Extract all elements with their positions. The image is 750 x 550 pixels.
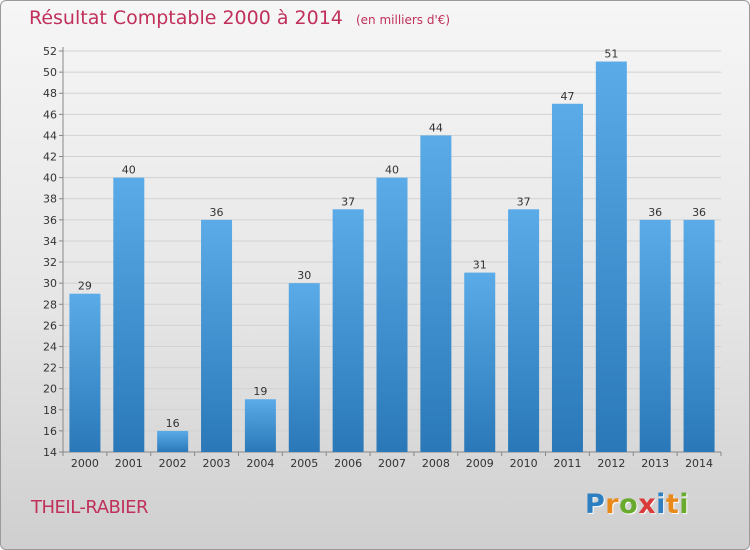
- x-tick-label: 2014: [685, 457, 713, 470]
- bar-2003: [201, 219, 233, 452]
- bar-2000: [69, 293, 101, 452]
- bars: [69, 61, 715, 453]
- x-tick-label: 2010: [510, 457, 538, 470]
- y-tick-label: 44: [43, 129, 57, 142]
- x-tick-label: 2007: [378, 457, 406, 470]
- x-tick-label: 2009: [466, 457, 494, 470]
- bar-2005: [288, 283, 320, 452]
- x-tick-label: 2000: [71, 457, 99, 470]
- y-tick-label: 14: [43, 446, 57, 459]
- bar-2007: [376, 177, 408, 452]
- value-label: 30: [297, 269, 311, 282]
- y-tick-label: 52: [43, 45, 57, 58]
- value-label: 29: [78, 280, 92, 293]
- value-label: 40: [385, 164, 399, 177]
- x-tick-label: 2013: [641, 457, 669, 470]
- value-label: 19: [253, 385, 267, 398]
- y-tick-label: 38: [43, 193, 57, 206]
- labels: 14 16 18 20 22 24 26 28 30 32 34 36 38 40 42 44 46 48 50 52…: [43, 45, 713, 470]
- logo-letter: P: [585, 489, 606, 520]
- value-label: 36: [692, 206, 706, 219]
- y-tick-label: 40: [43, 172, 57, 185]
- x-tick-label: 2006: [334, 457, 362, 470]
- y-tick-label: 48: [43, 87, 57, 100]
- bar-2004: [244, 399, 276, 452]
- logo-letter: t: [665, 489, 680, 520]
- logo-letter: i: [656, 489, 666, 520]
- location-label: THEIL-RABIER: [31, 497, 149, 518]
- y-tick-label: 22: [43, 362, 57, 375]
- value-label: 16: [166, 417, 180, 430]
- chart-title-text: Résultat Comptable 2000 à 2014: [29, 7, 343, 29]
- value-label: 40: [122, 164, 136, 177]
- bar-2002: [157, 430, 189, 452]
- logo-letter: x: [638, 489, 657, 520]
- y-tick-label: 36: [43, 214, 57, 227]
- x-tick-label: 2001: [115, 457, 143, 470]
- bar-2011: [551, 103, 583, 453]
- x-tick-label: 2008: [422, 457, 450, 470]
- y-tick-label: 46: [43, 108, 57, 121]
- x-tick-label: 2011: [553, 457, 581, 470]
- bar-2012: [595, 61, 627, 452]
- proxiti-logo: Proxiti: [585, 489, 689, 520]
- y-tick-label: 18: [43, 404, 57, 417]
- y-tick-label: 20: [43, 383, 57, 396]
- value-label: 36: [648, 206, 662, 219]
- x-tick-label: 2005: [290, 457, 318, 470]
- logo-letter: o: [619, 489, 639, 520]
- value-label: 47: [560, 90, 574, 103]
- x-tick-label: 2012: [597, 457, 625, 470]
- chart-title: Résultat Comptable 2000 à 2014 (en milli…: [29, 7, 450, 29]
- x-tick-label: 2004: [246, 457, 274, 470]
- bar-2010: [508, 209, 540, 452]
- y-tick-label: 28: [43, 298, 57, 311]
- logo-letter: i: [679, 489, 690, 520]
- bar-2013: [639, 219, 671, 452]
- bar-2008: [420, 135, 452, 452]
- value-label: 51: [604, 48, 618, 61]
- y-tick-label: 42: [43, 151, 57, 164]
- bar-2006: [332, 209, 364, 452]
- value-label: 31: [473, 259, 487, 272]
- x-tick-label: 2003: [203, 457, 231, 470]
- y-tick-label: 32: [43, 256, 57, 269]
- value-label: 37: [517, 195, 531, 208]
- y-tick-label: 30: [43, 277, 57, 290]
- y-tick-label: 34: [43, 235, 57, 248]
- bar-2009: [464, 272, 496, 452]
- y-tick-label: 50: [43, 66, 57, 79]
- bar-2014: [683, 219, 715, 452]
- chart-unit-text: (en milliers d'€): [355, 13, 451, 27]
- y-tick-label: 16: [43, 425, 57, 438]
- bar-2001: [113, 177, 145, 452]
- x-tick-label: 2002: [159, 457, 187, 470]
- y-tick-label: 24: [43, 340, 57, 353]
- y-tick-label: 26: [43, 319, 57, 332]
- logo-letter: r: [605, 489, 620, 520]
- value-label: 37: [341, 195, 355, 208]
- value-label: 44: [429, 121, 443, 134]
- value-label: 36: [210, 206, 224, 219]
